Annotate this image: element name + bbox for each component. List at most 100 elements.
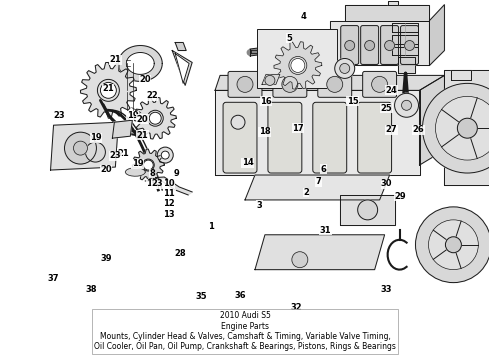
- Polygon shape: [429, 5, 444, 66]
- Circle shape: [422, 84, 490, 173]
- Circle shape: [292, 252, 308, 268]
- Polygon shape: [255, 235, 385, 270]
- Polygon shape: [419, 75, 444, 165]
- Text: 21: 21: [137, 131, 148, 140]
- Text: 19: 19: [90, 133, 102, 142]
- Circle shape: [231, 115, 245, 129]
- Polygon shape: [175, 42, 186, 50]
- Circle shape: [142, 159, 154, 171]
- Text: 26: 26: [413, 125, 424, 134]
- Polygon shape: [451, 71, 471, 80]
- Text: 23: 23: [110, 151, 122, 160]
- Text: 33: 33: [381, 285, 392, 294]
- Circle shape: [98, 80, 120, 101]
- FancyBboxPatch shape: [358, 102, 392, 173]
- Circle shape: [358, 200, 378, 220]
- Circle shape: [371, 76, 388, 92]
- Text: 12: 12: [163, 199, 175, 208]
- Text: 15: 15: [346, 96, 358, 105]
- Circle shape: [147, 110, 163, 126]
- FancyBboxPatch shape: [381, 26, 398, 64]
- Circle shape: [282, 76, 298, 92]
- Polygon shape: [392, 46, 417, 55]
- Polygon shape: [245, 175, 390, 200]
- Text: 8: 8: [149, 169, 155, 178]
- Text: 11: 11: [163, 189, 175, 198]
- Polygon shape: [112, 120, 132, 138]
- Circle shape: [149, 112, 161, 124]
- Polygon shape: [119, 45, 162, 81]
- Text: 29: 29: [394, 192, 406, 201]
- Circle shape: [289, 57, 307, 75]
- Text: 9: 9: [174, 169, 179, 178]
- FancyBboxPatch shape: [400, 26, 418, 64]
- Circle shape: [85, 142, 105, 162]
- Text: 4: 4: [301, 12, 307, 21]
- Text: 30: 30: [381, 179, 392, 188]
- Polygon shape: [444, 71, 490, 185]
- Text: 2010 Audi S5
Engine Parts
Mounts, Cylinder Head & Valves, Camshaft & Timing, Var: 2010 Audi S5 Engine Parts Mounts, Cylind…: [94, 311, 396, 351]
- Text: 20: 20: [137, 114, 148, 123]
- Text: 5: 5: [286, 34, 292, 43]
- FancyBboxPatch shape: [223, 102, 257, 173]
- Text: 19: 19: [147, 179, 158, 188]
- Text: 38: 38: [85, 285, 97, 294]
- Polygon shape: [274, 42, 322, 89]
- FancyBboxPatch shape: [313, 102, 347, 173]
- Circle shape: [445, 237, 462, 253]
- Polygon shape: [175, 54, 189, 84]
- Text: 28: 28: [175, 249, 186, 258]
- Text: 36: 36: [234, 291, 246, 300]
- FancyBboxPatch shape: [341, 26, 359, 64]
- Text: 20: 20: [139, 75, 150, 84]
- Text: 32: 32: [291, 328, 302, 337]
- FancyBboxPatch shape: [268, 102, 302, 173]
- Polygon shape: [330, 21, 429, 66]
- Polygon shape: [125, 168, 145, 176]
- Polygon shape: [145, 177, 192, 195]
- Polygon shape: [126, 53, 154, 75]
- Text: 10: 10: [164, 179, 175, 188]
- Circle shape: [436, 96, 490, 160]
- Text: 2: 2: [303, 188, 309, 197]
- Text: 18: 18: [259, 127, 270, 136]
- Text: 22: 22: [147, 91, 158, 100]
- Polygon shape: [80, 62, 136, 118]
- Circle shape: [401, 100, 412, 110]
- Text: 6: 6: [320, 165, 326, 174]
- Circle shape: [265, 75, 275, 85]
- FancyBboxPatch shape: [228, 71, 262, 97]
- Circle shape: [100, 82, 116, 98]
- Circle shape: [143, 160, 153, 170]
- Text: 17: 17: [292, 123, 304, 132]
- Circle shape: [65, 132, 97, 164]
- Polygon shape: [50, 122, 119, 170]
- Text: 27: 27: [386, 125, 397, 134]
- Polygon shape: [345, 5, 429, 21]
- FancyBboxPatch shape: [318, 71, 352, 97]
- Text: 21: 21: [117, 149, 129, 158]
- Polygon shape: [132, 149, 164, 181]
- Text: 35: 35: [171, 321, 182, 330]
- Text: 20: 20: [100, 166, 112, 175]
- Text: 37: 37: [48, 274, 59, 283]
- Text: 32: 32: [291, 303, 302, 312]
- Text: 7: 7: [316, 177, 321, 186]
- Circle shape: [385, 41, 394, 50]
- Text: 19: 19: [132, 159, 143, 168]
- Text: 39: 39: [100, 255, 112, 264]
- Text: 16: 16: [260, 96, 272, 105]
- Circle shape: [327, 76, 343, 92]
- Circle shape: [74, 141, 87, 155]
- Circle shape: [365, 41, 375, 50]
- FancyBboxPatch shape: [273, 71, 307, 97]
- Text: 14: 14: [242, 158, 253, 167]
- Polygon shape: [392, 23, 417, 32]
- Polygon shape: [172, 50, 192, 85]
- Polygon shape: [340, 195, 394, 225]
- Circle shape: [237, 76, 253, 92]
- Text: 24: 24: [386, 86, 397, 95]
- Circle shape: [345, 41, 355, 50]
- Polygon shape: [262, 75, 280, 84]
- Circle shape: [157, 147, 173, 163]
